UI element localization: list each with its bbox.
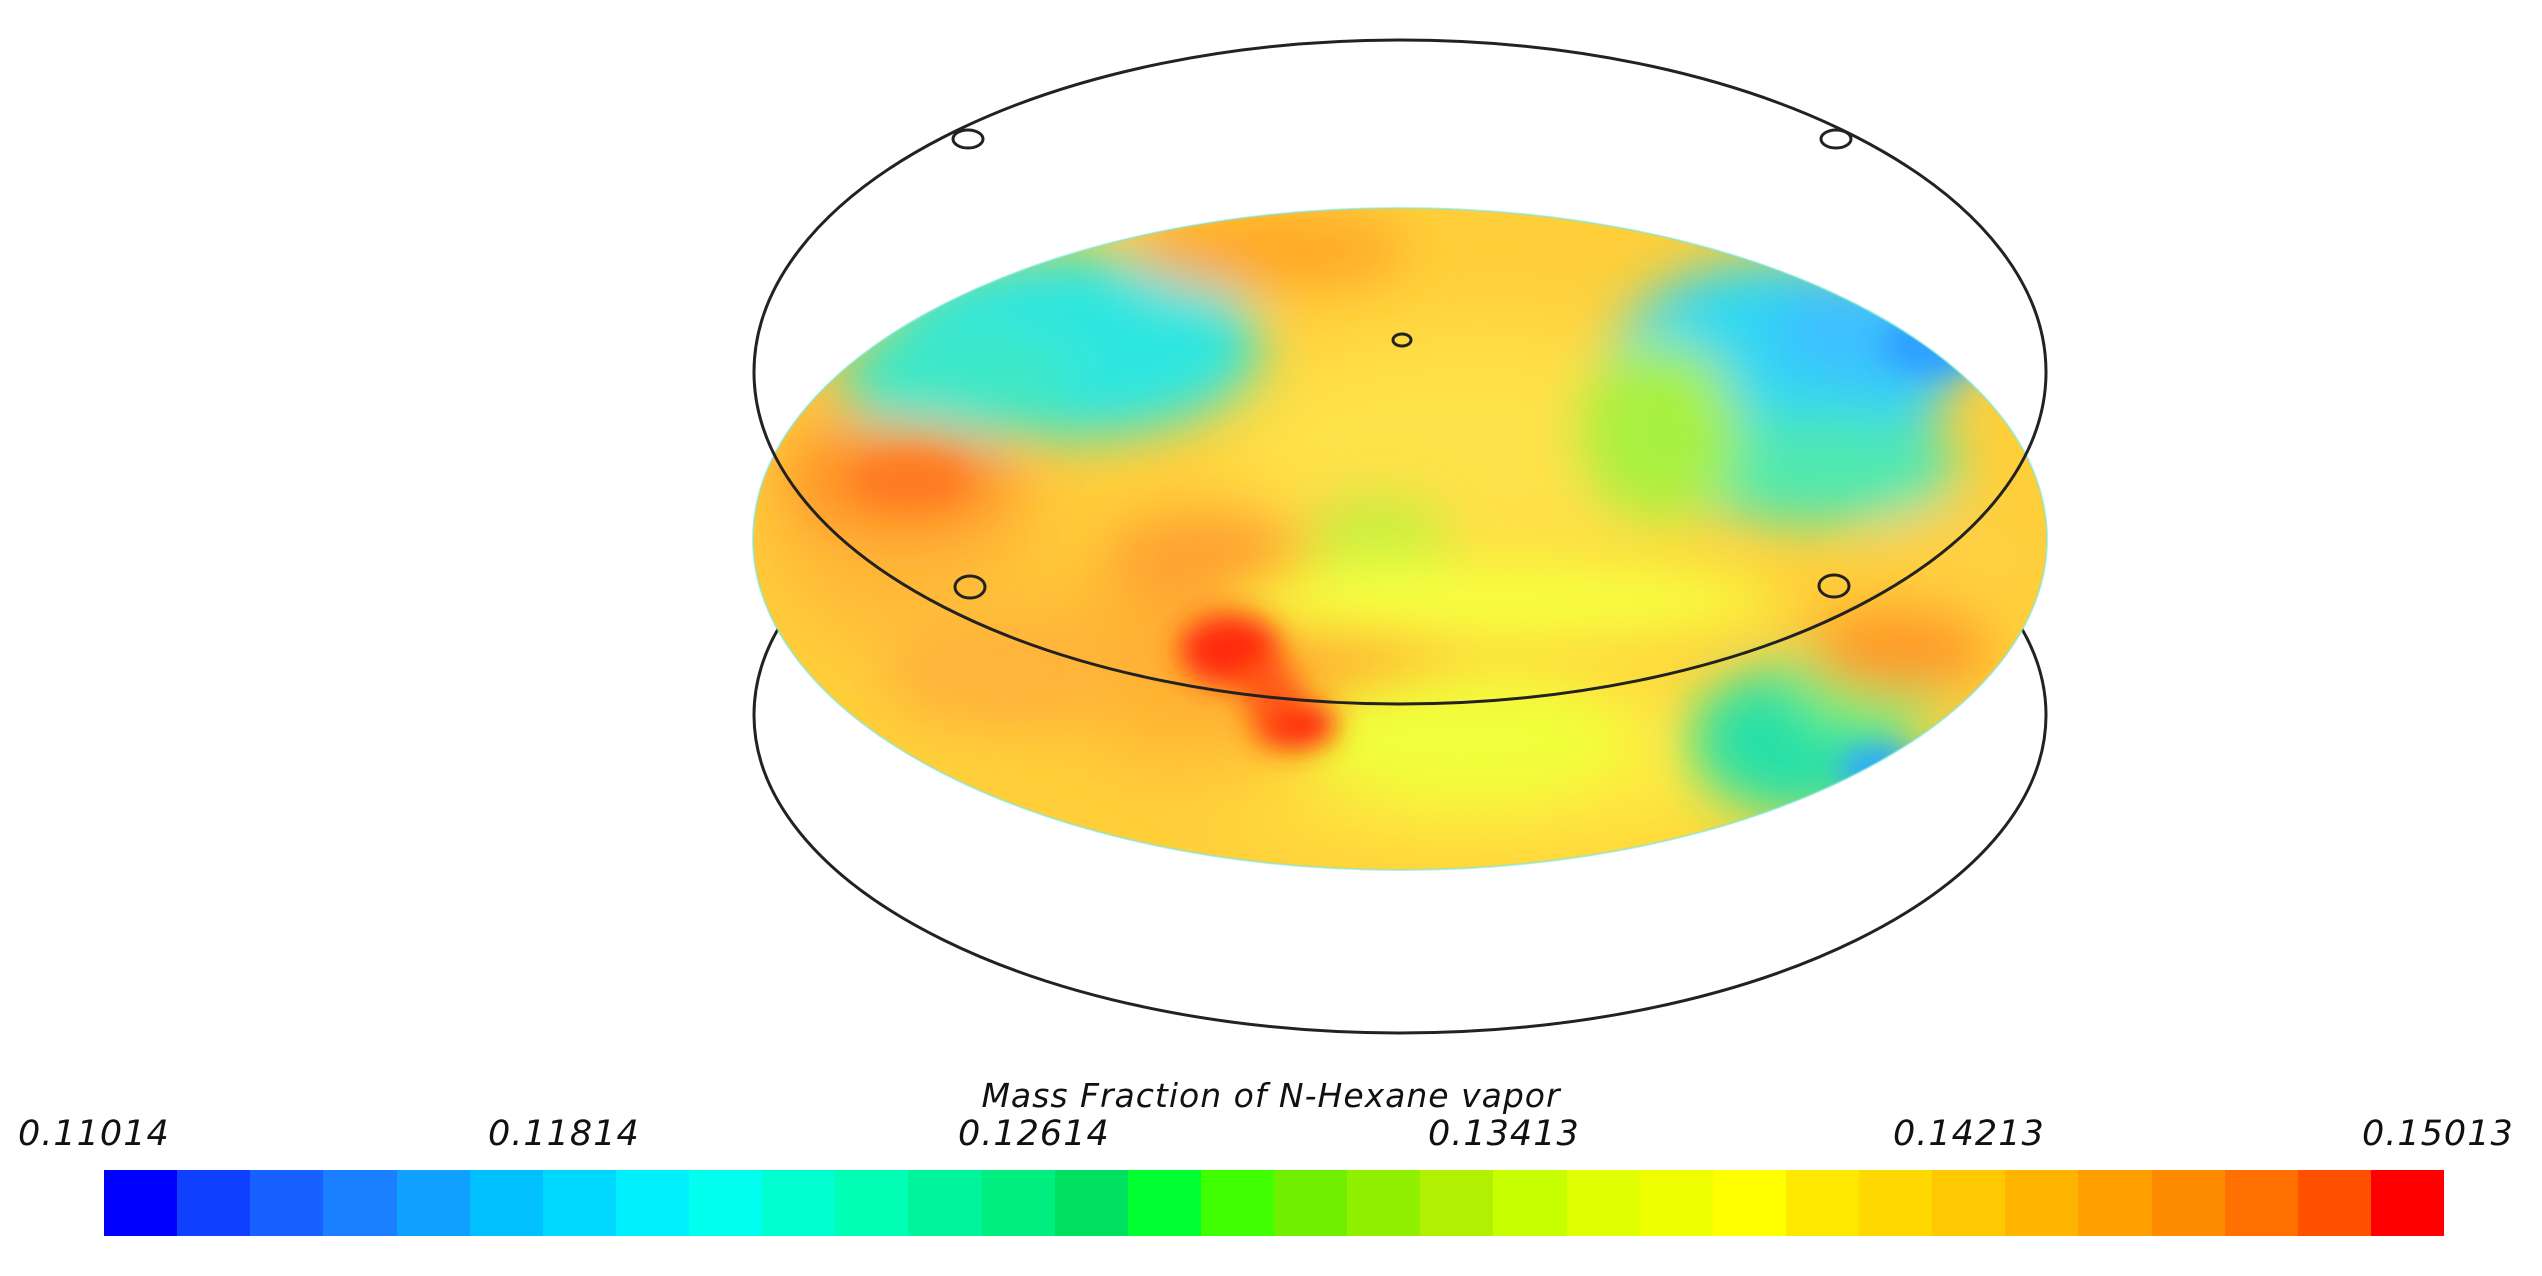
legend-color-swatch [2370, 1170, 2444, 1236]
legend-color-swatch [1127, 1170, 1201, 1236]
legend-color-swatch [1347, 1170, 1421, 1236]
legend-color-swatch [2078, 1170, 2152, 1236]
legend-color-swatch [1712, 1170, 1786, 1236]
port-marker [1817, 573, 1851, 599]
legend-tick-label: 0.11014 [18, 1114, 170, 1154]
legend-color-swatch [835, 1170, 909, 1236]
port-marker [1819, 128, 1853, 150]
legend-tick-label: 0.15013 [2362, 1114, 2514, 1154]
center-port-marker [1391, 332, 1413, 348]
legend-color-swatch [1054, 1170, 1128, 1236]
legend-color-swatch [2005, 1170, 2079, 1236]
legend-color-swatch [104, 1170, 178, 1236]
port-marker [951, 128, 985, 150]
legend-color-swatch [2224, 1170, 2298, 1236]
legend-color-swatch [177, 1170, 251, 1236]
legend-color-swatch [1566, 1170, 1640, 1236]
legend-title: Mass Fraction of N-Hexane vapor [981, 1076, 1561, 1115]
legend-color-swatch [1420, 1170, 1494, 1236]
tank-top-outline [752, 38, 2048, 706]
legend-tick-label: 0.14213 [1893, 1114, 2045, 1154]
legend-color-swatch [250, 1170, 324, 1236]
legend-color-swatch [762, 1170, 836, 1236]
legend-tick-label: 0.12614 [958, 1114, 1110, 1154]
legend-color-swatch [1639, 1170, 1713, 1236]
legend-color-swatch [1859, 1170, 1933, 1236]
legend-color-swatch [396, 1170, 470, 1236]
legend-color-swatch [981, 1170, 1055, 1236]
legend-color-swatch [2297, 1170, 2371, 1236]
legend-color-swatch [1785, 1170, 1859, 1236]
contour-disc [753, 208, 2047, 870]
legend-color-swatch [1493, 1170, 1567, 1236]
tank-contour-view [752, 38, 2048, 1035]
legend-color-swatch [2151, 1170, 2225, 1236]
legend-color-swatch [1274, 1170, 1348, 1236]
legend-color-swatch [323, 1170, 397, 1236]
legend-color-swatch [1932, 1170, 2006, 1236]
port-marker [953, 574, 987, 600]
legend-tick-label: 0.11814 [488, 1114, 640, 1154]
legend-color-swatch [689, 1170, 763, 1236]
legend-color-swatch [615, 1170, 689, 1236]
legend-color-swatch [469, 1170, 543, 1236]
legend-color-swatch [908, 1170, 982, 1236]
legend-color-swatch [542, 1170, 616, 1236]
legend-tick-label: 0.13413 [1428, 1114, 1580, 1154]
legend-colorbar [104, 1170, 2444, 1236]
legend-color-swatch [1200, 1170, 1274, 1236]
